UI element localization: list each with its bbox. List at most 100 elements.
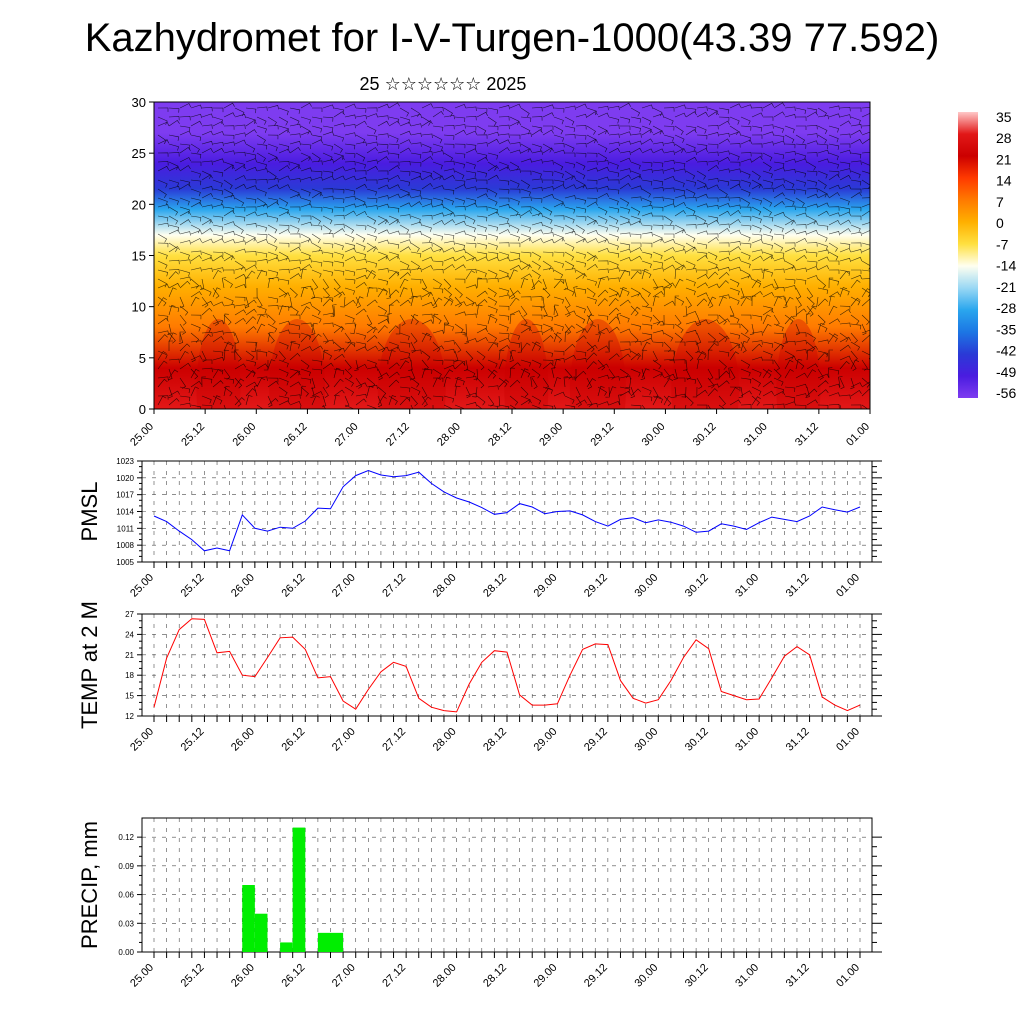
wind-barb — [498, 188, 510, 194]
wind-barb — [509, 269, 518, 280]
wind-barb — [542, 287, 551, 299]
wind-barb — [387, 313, 392, 325]
wind-barb — [443, 134, 455, 140]
wind-barb — [179, 240, 191, 245]
wind-barb — [663, 134, 674, 142]
wind-barb — [322, 404, 326, 409]
wind-barb — [828, 192, 840, 199]
y-tick-label: 0.12 — [118, 833, 134, 842]
wind-barb — [696, 147, 708, 154]
wind-barb — [575, 358, 587, 363]
wind-barb — [223, 141, 235, 146]
wind-barb — [751, 395, 760, 406]
wind-barb — [333, 341, 342, 352]
wind-barb — [762, 268, 769, 280]
wind-barb — [685, 150, 697, 155]
wind-barb — [641, 129, 653, 136]
wind-barb — [355, 393, 367, 399]
wind-barb — [531, 359, 542, 368]
wind-barb — [795, 143, 807, 149]
wind-barb — [509, 121, 522, 127]
wind-barb — [256, 134, 266, 144]
wind-barb — [234, 215, 246, 222]
wind-barb — [740, 179, 751, 187]
wind-barb — [201, 395, 212, 404]
wind-barb — [498, 305, 510, 311]
wind-barb — [718, 280, 729, 289]
wind-barb — [575, 152, 587, 158]
wind-barb — [520, 260, 531, 270]
wind-barb — [531, 197, 543, 203]
wind-barb — [762, 251, 773, 260]
wind-barb — [443, 114, 455, 120]
wind-barb — [179, 210, 191, 217]
wind-barb — [551, 367, 556, 379]
wind-barb — [179, 386, 191, 394]
wind-barb — [443, 247, 456, 253]
colorbar-ramp — [958, 112, 978, 398]
wind-barb — [641, 337, 653, 343]
wind-barb — [696, 314, 702, 327]
wind-barb — [729, 209, 741, 217]
wind-barb — [784, 228, 796, 235]
wind-barb — [311, 224, 323, 231]
wind-barb — [476, 187, 488, 193]
wind-barb — [553, 278, 565, 284]
y-axis-title: TEMP at 2 M — [77, 601, 102, 729]
wind-barb — [256, 106, 268, 111]
wind-barb — [322, 242, 334, 249]
wind-barb — [674, 268, 680, 280]
wind-barb — [333, 122, 345, 128]
wind-barb — [685, 246, 697, 253]
wind-barb — [322, 125, 334, 132]
wind-barb — [256, 349, 261, 361]
wind-barb — [465, 402, 477, 407]
wind-barb — [773, 377, 784, 386]
wind-barb — [531, 212, 543, 218]
wind-barb — [201, 130, 213, 136]
wind-barb — [168, 179, 179, 187]
wind-barb — [289, 323, 301, 330]
wind-barb — [421, 301, 434, 307]
wind-barb — [168, 332, 177, 343]
wind-barb — [619, 102, 631, 109]
wind-barb — [410, 341, 416, 353]
wind-barb — [432, 212, 445, 217]
wind-barb — [179, 331, 184, 342]
wind-barb — [740, 188, 751, 197]
colorbar-label: -42 — [996, 343, 1016, 359]
wind-barb — [718, 203, 730, 208]
wind-barb — [256, 269, 266, 280]
wind-barb — [267, 105, 279, 110]
wind-barb — [179, 276, 191, 281]
wind-barb — [278, 242, 290, 248]
wind-barb — [245, 341, 257, 347]
wind-barb — [344, 114, 356, 119]
wind-barb — [333, 197, 345, 204]
wind-barb — [708, 314, 719, 319]
wind-barb — [806, 313, 811, 325]
wind-barb — [828, 152, 839, 161]
wind-barb — [707, 383, 719, 388]
wind-barb — [263, 359, 269, 371]
wind-barb — [289, 266, 301, 272]
wind-barb — [641, 314, 652, 322]
wind-barb — [377, 372, 389, 379]
wind-barb — [718, 380, 730, 388]
wind-barb — [234, 165, 246, 172]
wind-barb — [399, 121, 412, 127]
wind-barb — [553, 224, 564, 232]
wind-barb — [454, 248, 466, 254]
wind-barb — [575, 251, 586, 259]
wind-barb — [487, 314, 495, 325]
wind-barb — [707, 143, 719, 149]
wind-barb — [388, 143, 400, 149]
wind-barb — [366, 323, 376, 334]
wind-barb — [817, 265, 830, 271]
wind-barb — [332, 304, 337, 316]
wind-barb — [201, 160, 213, 166]
x-tick-label: 25.12 — [179, 962, 207, 990]
wind-barb — [168, 269, 180, 274]
wind-barb — [267, 359, 276, 370]
